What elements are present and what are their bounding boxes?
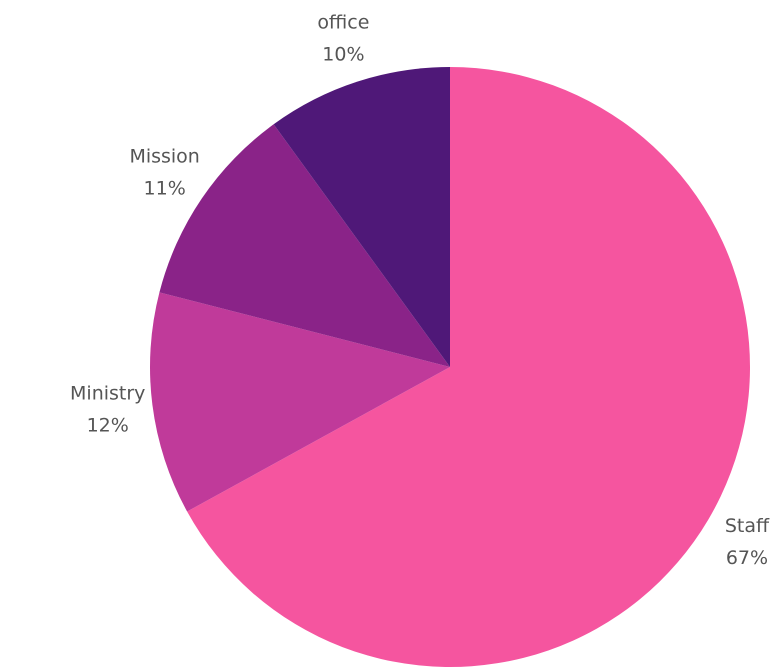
slice-value-label: 12% bbox=[87, 415, 129, 437]
slice-label: Mission bbox=[129, 146, 199, 168]
pie-slice bbox=[273, 67, 450, 367]
slice-label: Ministry bbox=[70, 383, 145, 405]
slice-value-label: 11% bbox=[144, 178, 186, 200]
pie-slice bbox=[150, 292, 451, 512]
slice-value-label: 67% bbox=[726, 547, 768, 569]
pie-slice bbox=[187, 67, 750, 667]
slice-label: office bbox=[317, 11, 369, 33]
pie-slice bbox=[159, 124, 450, 368]
slice-value-label: 10% bbox=[322, 43, 364, 65]
slice-label: Staff bbox=[725, 515, 770, 537]
